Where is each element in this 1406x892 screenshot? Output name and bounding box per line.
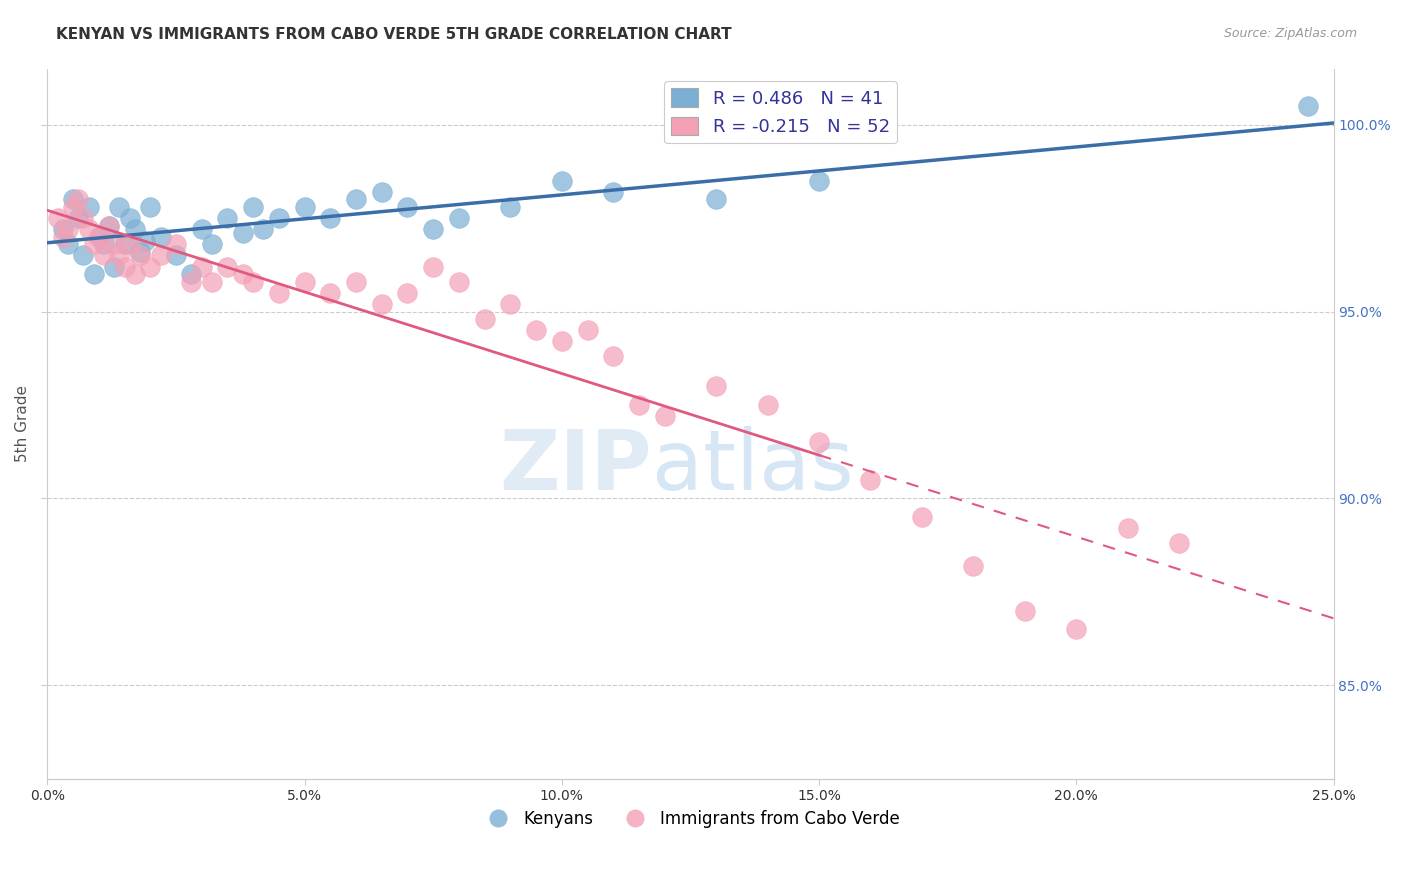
Point <box>77 200 100 214</box>
Point <box>67 211 90 225</box>
Point <box>134 234 156 248</box>
Point <box>242 275 264 289</box>
Point <box>108 248 131 262</box>
Point <box>232 267 254 281</box>
Point <box>139 260 162 274</box>
Point <box>118 237 141 252</box>
Point <box>46 211 69 225</box>
Point <box>808 174 831 188</box>
Point <box>1296 99 1319 113</box>
Point <box>201 275 224 289</box>
Point <box>52 229 75 244</box>
Point <box>447 275 470 289</box>
Point <box>396 285 419 300</box>
Point <box>704 193 727 207</box>
Point <box>602 350 624 364</box>
Point <box>524 323 547 337</box>
Text: atlas: atlas <box>652 425 853 507</box>
Point <box>859 473 882 487</box>
Point <box>165 248 187 262</box>
Point <box>319 285 342 300</box>
Point <box>371 185 394 199</box>
Point <box>627 398 650 412</box>
Text: Source: ZipAtlas.com: Source: ZipAtlas.com <box>1223 27 1357 40</box>
Point <box>267 285 290 300</box>
Point <box>118 211 141 225</box>
Legend: Kenyans, Immigrants from Cabo Verde: Kenyans, Immigrants from Cabo Verde <box>475 803 905 835</box>
Text: KENYAN VS IMMIGRANTS FROM CABO VERDE 5TH GRADE CORRELATION CHART: KENYAN VS IMMIGRANTS FROM CABO VERDE 5TH… <box>56 27 733 42</box>
Point <box>83 237 105 252</box>
Point <box>165 237 187 252</box>
Point <box>72 211 94 225</box>
Point <box>124 267 146 281</box>
Point <box>190 222 212 236</box>
Point <box>808 435 831 450</box>
Point <box>396 200 419 214</box>
Point <box>72 248 94 262</box>
Point <box>139 200 162 214</box>
Point <box>52 222 75 236</box>
Point <box>576 323 599 337</box>
Point <box>267 211 290 225</box>
Point <box>56 222 79 236</box>
Point <box>114 260 136 274</box>
Point <box>67 193 90 207</box>
Point <box>319 211 342 225</box>
Point <box>474 312 496 326</box>
Text: ZIP: ZIP <box>499 425 652 507</box>
Point <box>149 248 172 262</box>
Point <box>217 260 239 274</box>
Point <box>83 267 105 281</box>
Point <box>124 222 146 236</box>
Point <box>232 226 254 240</box>
Point <box>190 260 212 274</box>
Point <box>149 229 172 244</box>
Point <box>180 275 202 289</box>
Point <box>87 229 110 244</box>
Point <box>962 558 984 573</box>
Point <box>129 244 152 259</box>
Point <box>62 200 84 214</box>
Point <box>93 237 115 252</box>
Point <box>103 237 125 252</box>
Point <box>201 237 224 252</box>
Point <box>217 211 239 225</box>
Point <box>422 222 444 236</box>
Point <box>62 193 84 207</box>
Point <box>344 193 367 207</box>
Point <box>551 334 574 349</box>
Y-axis label: 5th Grade: 5th Grade <box>15 385 30 462</box>
Point <box>98 219 121 233</box>
Point <box>77 222 100 236</box>
Point <box>87 229 110 244</box>
Point <box>447 211 470 225</box>
Point <box>294 200 316 214</box>
Point <box>551 174 574 188</box>
Point <box>294 275 316 289</box>
Point <box>344 275 367 289</box>
Point <box>103 260 125 274</box>
Point <box>1116 521 1139 535</box>
Point <box>704 379 727 393</box>
Point <box>499 200 522 214</box>
Point <box>1168 536 1191 550</box>
Point <box>371 297 394 311</box>
Point <box>1064 623 1087 637</box>
Point <box>180 267 202 281</box>
Point <box>252 222 274 236</box>
Point <box>93 248 115 262</box>
Point <box>422 260 444 274</box>
Point <box>129 248 152 262</box>
Point <box>114 237 136 252</box>
Point <box>1014 604 1036 618</box>
Point <box>654 409 676 424</box>
Point <box>602 185 624 199</box>
Point <box>98 219 121 233</box>
Point <box>911 510 934 524</box>
Point <box>499 297 522 311</box>
Point <box>108 200 131 214</box>
Point <box>756 398 779 412</box>
Point <box>242 200 264 214</box>
Point <box>56 237 79 252</box>
